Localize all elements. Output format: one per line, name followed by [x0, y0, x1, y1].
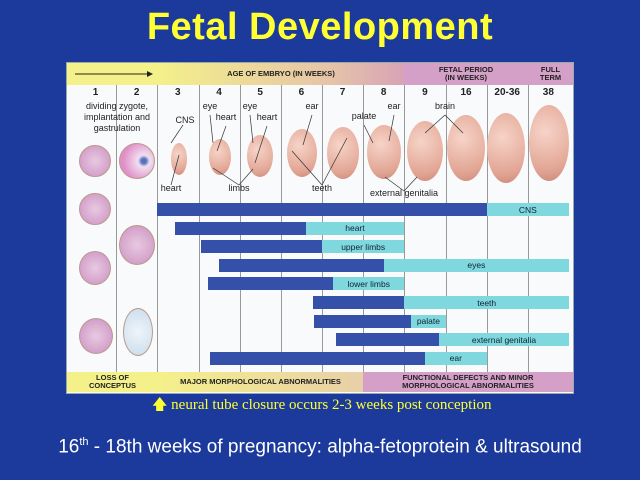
- week-label-5: 5: [257, 87, 263, 98]
- bar-label-eyes: eyes: [467, 260, 486, 271]
- embryo-week-7: [327, 127, 359, 179]
- fetus-week-9: [407, 121, 443, 181]
- annotation-heart-3: heart: [160, 183, 182, 193]
- annotation-cns: CNS: [175, 115, 195, 125]
- column-divider: [157, 85, 159, 372]
- footer-prefix: 16: [58, 436, 80, 458]
- bar-minor-ear: [424, 351, 487, 365]
- bar-label-heart: heart: [345, 223, 365, 234]
- column-divider: [445, 85, 447, 372]
- blastocyst-image: [119, 143, 155, 179]
- bar-major-heart: [175, 221, 306, 235]
- morula-image: [79, 193, 111, 225]
- header-age-of-embryo: AGE OF EMBRYO (IN WEEKS): [158, 63, 404, 85]
- header-fetal-period: FETAL PERIOD (IN WEEKS): [404, 63, 528, 85]
- week-label-1: 1: [92, 87, 99, 98]
- bar-label-teeth: teeth: [477, 297, 497, 308]
- zygote-image: [79, 145, 111, 177]
- annotation-limbs: limbs: [228, 183, 250, 193]
- footer-text: - 18th weeks of pregnancy: alpha-fetopro…: [88, 436, 582, 458]
- bar-minor-eyes: [383, 258, 570, 272]
- chorionic-sac-image: [123, 308, 153, 356]
- week-label-7: 7: [339, 87, 346, 98]
- week-label-8: 8: [380, 87, 387, 98]
- fetal-development-chart: AGE OF EMBRYO (IN WEEKS) FETAL PERIOD (I…: [66, 62, 574, 394]
- implantation-image-3: [79, 318, 113, 354]
- week-label-6: 6: [298, 87, 305, 98]
- bar-minor-upper-limbs: [322, 240, 405, 254]
- bar-label-palate: palate: [416, 316, 440, 327]
- embryo-week-4: [209, 139, 231, 175]
- bar-major-lower-limbs: [208, 277, 334, 291]
- fetus-week-20-36: [487, 113, 525, 183]
- annotation-zygote-1: dividing zygote,: [85, 101, 149, 111]
- week-label-9: 9: [422, 87, 428, 98]
- bar-label-cns: CNS: [518, 204, 537, 215]
- embryo-week-5: [247, 135, 273, 177]
- week-label-20-36: 20-36: [494, 87, 520, 98]
- embryo-week-6: [287, 129, 317, 177]
- column-divider: [404, 85, 406, 372]
- column-divider: [527, 85, 529, 372]
- annotation-palate: palate: [351, 111, 377, 121]
- annotation-heart-4: heart: [215, 112, 237, 122]
- bar-major-ear: [210, 351, 425, 365]
- bar-major-teeth: [313, 296, 405, 309]
- arrow-right-icon: [74, 71, 153, 77]
- annotation-external-genitalia: external genitalia: [369, 188, 439, 198]
- annotation-brain: brain: [434, 101, 456, 111]
- bar-minor-external-genitalia: [438, 333, 570, 347]
- header-preembryo: [67, 63, 158, 85]
- week-label-3: 3: [175, 87, 181, 98]
- bar-label-external-genitalia: external genitalia: [471, 334, 537, 345]
- footer-major-abnormalities: MAJOR MORPHOLOGICAL ABNORMALITIES: [158, 372, 363, 392]
- bar-label-upper-limbs: upper limbs: [341, 241, 386, 252]
- footer-sup: th: [79, 436, 89, 448]
- header-fetal-period-label: FETAL PERIOD (IN WEEKS): [438, 65, 494, 82]
- annotation-heart-5: heart: [256, 112, 278, 122]
- bar-minor-lower-limbs: [333, 277, 405, 291]
- header-age-of-embryo-label: AGE OF EMBRYO (IN WEEKS): [227, 69, 335, 78]
- fetus-week-16: [447, 115, 485, 181]
- bar-major-cns: [157, 203, 487, 216]
- annotation-zygote-2: implantation and: [83, 112, 151, 122]
- slide-title: Fetal Development: [146, 6, 494, 48]
- week-label-4: 4: [216, 87, 222, 98]
- neural-tube-note: 🡅 neural tube closure occurs 2-3 weeks p…: [152, 394, 491, 419]
- bar-major-external-genitalia: [336, 333, 439, 347]
- screening-footer: 16th - 18th weeks of pregnancy: alpha-fe…: [0, 436, 640, 458]
- week-label-38: 38: [542, 87, 554, 98]
- annotation-ear-8: ear: [387, 101, 401, 111]
- note-text: neural tube closure occurs 2-3 weeks pos…: [171, 397, 492, 413]
- footer-functional-defects: FUNCTIONAL DEFECTS AND MINOR MORPHOLOGIC…: [363, 372, 573, 392]
- annotation-ear-6: ear: [305, 101, 319, 111]
- bar-minor-cns: [486, 203, 570, 216]
- header-full-term-label: FULL TERM: [539, 65, 562, 82]
- bar-minor-palate: [411, 314, 446, 328]
- leader-lines: [170, 114, 464, 192]
- footer-loss-of-conceptus: LOSS OF CONCEPTUS: [67, 372, 158, 392]
- bar-major-upper-limbs: [200, 240, 322, 254]
- annotation-zygote-3: gastrulation: [93, 123, 141, 133]
- week-label-16: 16: [460, 87, 472, 98]
- bar-major-eyes: [219, 258, 384, 272]
- week-label-2: 2: [133, 87, 140, 98]
- fetus-week-38: [529, 105, 569, 181]
- column-divider: [116, 85, 118, 372]
- bar-minor-heart: [305, 221, 405, 235]
- embryo-week-3: [171, 143, 187, 175]
- implantation-image-2: [79, 251, 111, 285]
- annotation-eye-5: eye: [242, 101, 258, 111]
- up-arrow-icon: 🡅: [152, 397, 168, 413]
- implantation-image: [119, 225, 155, 265]
- embryo-week-8: [367, 125, 401, 179]
- annotation-eye-4: eye: [202, 101, 218, 111]
- bar-major-palate: [313, 314, 412, 328]
- annotation-teeth: teeth: [311, 183, 333, 193]
- bar-minor-teeth: [404, 296, 570, 309]
- header-full-term: FULL TERM: [528, 63, 573, 85]
- column-divider: [486, 85, 488, 372]
- bar-label-lower-limbs: lower limbs: [347, 278, 390, 289]
- bar-label-ear: ear: [449, 353, 462, 364]
